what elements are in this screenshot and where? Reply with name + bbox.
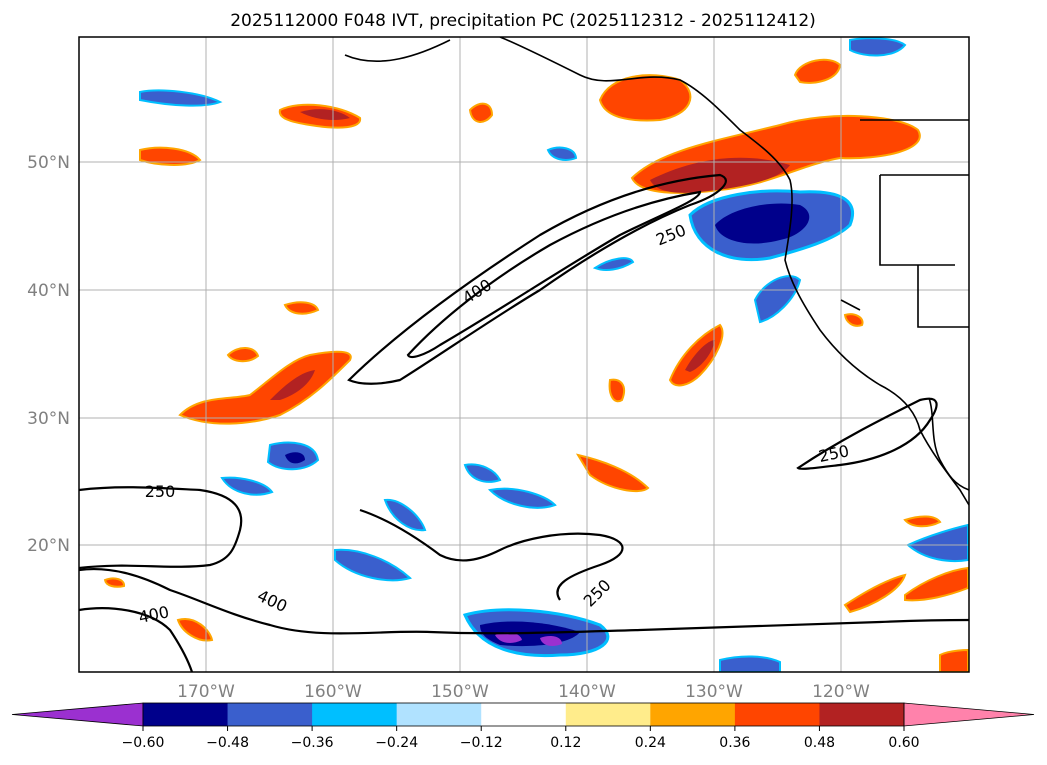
colorbar-tick-label: 0.24 xyxy=(635,735,666,751)
colorbar-tick-label: 0.48 xyxy=(804,735,835,751)
colorbar-segment xyxy=(734,703,820,726)
colorbar-segment xyxy=(481,703,567,726)
colorbar: −0.60 −0.48 −0.36 −0.24 −0.12 0.12 0.24 0.36 0.4… xyxy=(11,702,1035,751)
colorbar-segment xyxy=(396,703,482,726)
map-frame xyxy=(78,36,970,673)
ivt-contour-label: 250 xyxy=(145,482,176,501)
colorbar-tick-label: −0.12 xyxy=(460,735,503,751)
colorbar-segment xyxy=(227,703,313,726)
colorbar-tick-label: −0.36 xyxy=(291,735,334,751)
lat-label: 50°N xyxy=(27,153,70,173)
colorbar-segment xyxy=(650,703,736,726)
lon-labels: 170°W 160°W 150°W 140°W 130°W 120°W xyxy=(177,682,870,702)
ivt-contours xyxy=(79,173,969,672)
lon-label: 140°W xyxy=(558,682,616,702)
lat-label: 30°N xyxy=(27,409,70,429)
lat-label: 40°N xyxy=(27,281,70,301)
colorbar-extend-high xyxy=(903,702,1035,727)
coastlines xyxy=(344,37,969,506)
lat-labels: 50°N 40°N 30°N 20°N xyxy=(27,153,70,556)
colorbar-segment xyxy=(312,703,398,726)
lon-label: 130°W xyxy=(685,682,743,702)
figure-title: 2025112000 F048 IVT, precipitation PC (2… xyxy=(230,11,816,31)
colorbar-segment xyxy=(819,703,905,726)
colorbar-frame xyxy=(142,702,905,727)
lon-label: 160°W xyxy=(304,682,362,702)
colorbar-tick-label: 0.12 xyxy=(550,735,581,751)
colorbar-tick-label: −0.48 xyxy=(206,735,249,751)
colorbar-segment xyxy=(565,703,651,726)
lon-label: 170°W xyxy=(177,682,235,702)
colorbar-extend-low xyxy=(11,702,144,727)
colorbar-tick-label: 0.36 xyxy=(719,735,750,751)
colorbar-tick-label: −0.60 xyxy=(122,735,165,751)
lat-label: 20°N xyxy=(27,536,70,556)
colorbar-segment xyxy=(143,703,229,726)
colorbar-tick-label: 0.60 xyxy=(888,735,919,751)
colorbar-tick-label: −0.24 xyxy=(375,735,418,751)
lon-label: 120°W xyxy=(812,682,870,702)
lon-label: 150°W xyxy=(431,682,489,702)
map-panel: 400 250 250 250 400 400 250 xyxy=(78,36,970,673)
